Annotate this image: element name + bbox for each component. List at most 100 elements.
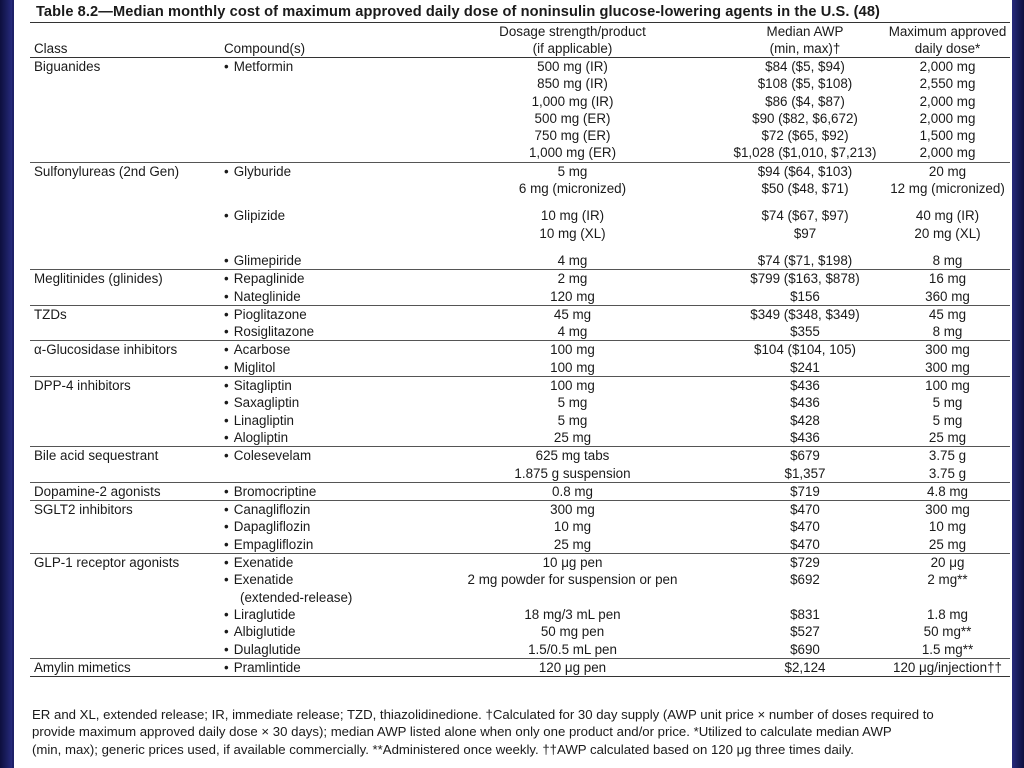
dosage-cell: 10 μg pen [420, 553, 725, 572]
class-cell [30, 571, 224, 588]
maxdose-cell: 1,500 mg [919, 128, 976, 144]
table-row: 1,000 mg (IR) $86 ($4, $87) 2,000 mg [30, 93, 1010, 110]
table-row: Linagliptin 5 mg $428 5 mg [30, 412, 1010, 429]
table-row: BiguanidesMetformin500 mg (IR)$84 ($5, $… [30, 57, 1010, 76]
compound-cell: Liraglutide [224, 606, 420, 623]
dosage-cell: 100 mg [420, 376, 725, 395]
maxdose-cell: 5 mg [932, 412, 963, 428]
maxdose-cell: 1.8 mg [927, 606, 968, 622]
dosage-cell: 18 mg/3 mL pen [524, 606, 621, 622]
dosage-cell: 4 mg [557, 324, 588, 340]
compound-cell: Miglitol [224, 359, 420, 377]
awp-cell: $74 ($67, $97) [761, 208, 849, 224]
awp-cell: $74 ($71, $198) [757, 252, 853, 268]
table-row: Saxagliptin 5 mg $436 5 mg [30, 394, 1010, 411]
compound-cell: Rosiglitazone [224, 323, 420, 341]
table-row: 6 mg (micronized) $50 ($48, $71) 12 mg (mi… [30, 180, 1010, 197]
table-row: Bile acid sequestrantColesevelam625 mg t… [30, 446, 1010, 465]
maxdose-cell: 3.75 g [885, 446, 1010, 465]
dosage-cell: 100 mg [550, 359, 595, 375]
maxdose-cell: 45 mg [885, 304, 1010, 324]
maxdose-cell: 2,550 mg [919, 76, 976, 92]
compound-cell: Saxagliptin [224, 394, 420, 411]
class-cell [30, 536, 224, 554]
class-cell: Amylin mimetics [30, 657, 224, 678]
dosage-cell: 1,000 mg (IR) [531, 93, 614, 109]
header-row-1: Dosage strength/product Median AWP Maxim… [30, 22, 1010, 41]
awp-cell: $470 [790, 519, 820, 535]
dosage-cell: 25 mg [553, 536, 592, 552]
class-cell [30, 127, 224, 144]
dosage-cell: 120 μg pen [420, 657, 725, 678]
class-cell [30, 641, 224, 659]
maxdose-cell: 20 mg (XL) [914, 225, 981, 241]
dosage-cell: 50 mg pen [540, 624, 605, 640]
awp-cell: $831 [790, 606, 820, 622]
awp-cell: $84 ($5, $94) [725, 57, 885, 76]
footnote-line: provide maximum approved daily dose × 30… [32, 724, 892, 740]
awp-cell: $90 ($82, $6,672) [752, 110, 858, 126]
class-cell [30, 252, 224, 270]
class-cell: TZDs [30, 304, 224, 324]
maxdose-cell: 20 μg [885, 553, 1010, 572]
maxdose-cell: 2,000 mg [919, 145, 976, 161]
maxdose-cell: 10 mg [928, 519, 967, 535]
dosage-cell: 45 mg [420, 304, 725, 324]
class-cell [30, 623, 224, 640]
awp-cell: $470 [790, 536, 820, 552]
maxdose-cell: 360 mg [925, 288, 970, 304]
table-row: Exenatide 2 mg powder for suspension or p… [30, 571, 1010, 588]
class-cell [30, 180, 224, 197]
maxdose-cell: 25 mg [928, 429, 967, 445]
table-row: Liraglutide 18 mg/3 mL pen $831 1.8 mg [30, 606, 1010, 623]
header-maxdose: daily dose* [885, 40, 1010, 58]
table-row: Dopamine-2 agonistsBromocriptine0.8 mg$7… [30, 481, 1010, 501]
cost-table: Dosage strength/product Median AWP Maxim… [30, 22, 1010, 678]
table-row: Albiglutide 50 mg pen $527 50 mg** [30, 623, 1010, 640]
compound-cell: Glimepiride [224, 252, 420, 270]
class-cell [30, 323, 224, 341]
maxdose-cell: 8 mg [932, 324, 963, 340]
maxdose-cell: 5 mg [932, 395, 963, 411]
dosage-cell: 0.8 mg [420, 481, 725, 501]
class-cell [30, 288, 224, 306]
awp-cell: $729 [725, 553, 885, 572]
class-cell [30, 412, 224, 429]
table-row: 1.875 g suspension $1,357 3.75 g [30, 465, 1010, 483]
table-row: GLP-1 receptor agonistsExenatide10 μg pe… [30, 553, 1010, 572]
class-cell [30, 207, 224, 224]
compound-cell: Acarbose [224, 340, 420, 359]
awp-cell: $1,028 ($1,010, $7,213) [733, 145, 877, 161]
dosage-cell: 750 mg (ER) [534, 128, 611, 144]
awp-cell: $436 [725, 376, 885, 395]
compound-cell: (extended-release) [240, 589, 353, 605]
table-row: 10 mg (XL) $97 20 mg (XL) [30, 225, 1010, 242]
table-row: TZDsPioglitazone45 mg$349 ($348, $349)45… [30, 304, 1010, 324]
class-cell: SGLT2 inhibitors [30, 500, 224, 519]
compound-cell: Pramlintide [224, 657, 420, 678]
compound-cell: Linagliptin [224, 412, 420, 429]
table-row: (extended-release) [30, 589, 1010, 606]
awp-cell: $1,357 [784, 465, 826, 481]
maxdose-cell: 12 mg (micronized) [890, 181, 1005, 197]
dosage-cell: 500 mg (ER) [534, 110, 611, 126]
table-sheet: Table 8.2—Median monthly cost of maximum… [14, 0, 1012, 768]
compound-cell [224, 225, 420, 242]
awp-cell: $527 [790, 624, 820, 640]
dosage-cell: 100 mg [420, 340, 725, 359]
dosage-cell: 10 mg (IR) [540, 208, 605, 224]
awp-cell: $436 [790, 429, 820, 445]
dosage-cell: 10 mg (XL) [539, 225, 606, 241]
class-cell [30, 225, 224, 242]
compound-cell [224, 127, 420, 144]
table-header: Dosage strength/product Median AWP Maxim… [30, 22, 1010, 58]
awp-cell: $436 [790, 395, 820, 411]
compound-cell: Dapagliflozin [224, 518, 420, 535]
awp-cell: $470 [725, 500, 885, 519]
maxdose-cell: 1.5 mg** [921, 641, 974, 657]
table-footnote: ER and XL, extended release; IR, immedia… [32, 706, 1010, 758]
awp-cell: $679 [725, 446, 885, 465]
dosage-cell: 2 mg [420, 269, 725, 288]
footnote-line: (min, max); generic prices used, if avai… [32, 741, 854, 757]
